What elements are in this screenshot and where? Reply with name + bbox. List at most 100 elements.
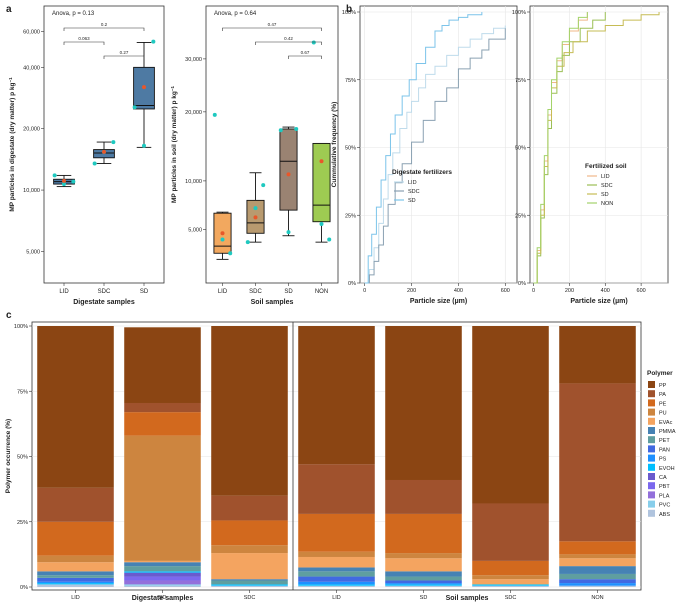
box-SDC: [245, 172, 266, 245]
legend-label-PS: PS: [659, 457, 667, 463]
x-tick-label: SDC: [98, 289, 111, 295]
bar-segment-PE: [124, 412, 201, 436]
bar-LID: [37, 326, 114, 587]
legend-label-PE: PE: [659, 401, 667, 407]
bracket-line: [63, 41, 105, 45]
bar-segment-PAN: [559, 579, 636, 584]
data-point: [245, 240, 250, 245]
box-LID: [212, 112, 233, 260]
legend-label-PAN: PAN: [659, 447, 670, 453]
data-point: [319, 221, 324, 226]
bar-segment-PMMA: [298, 567, 375, 572]
bar-segment-PLA: [124, 580, 201, 585]
bar-segment-CA: [124, 572, 201, 577]
legend-label-PET: PET: [659, 438, 670, 444]
cdf-line-NON: [533, 12, 588, 284]
box-panel-a1: 5,000 10,000 20,000 40,000 60,000 LID SDC SD 0.0…: [8, 5, 165, 306]
bar-segment-PAN: [385, 580, 462, 584]
y-tick-label: 75%: [515, 78, 526, 84]
panel-label-b: b: [346, 4, 352, 15]
data-point: [311, 40, 316, 45]
legend-swatch-EVAc: [648, 417, 655, 425]
bar-segment-PP: [298, 326, 375, 465]
bar-segment-PP: [211, 326, 288, 496]
x-tick-label: LID: [59, 289, 69, 295]
plot-frame: [529, 5, 669, 284]
x-axis-title: Digestate samples: [73, 299, 135, 306]
bar-segment-PA: [211, 495, 288, 521]
data-point: [261, 183, 266, 188]
x-tick-label: LID: [332, 595, 341, 601]
legend-label-PA: PA: [659, 392, 666, 398]
bar-segment-EVOH: [298, 584, 375, 586]
bar-segment-PMMA: [385, 571, 462, 577]
bar-segment-PE: [298, 513, 375, 552]
legend-label-PBT: PBT: [659, 484, 670, 490]
bar-segment-PP: [385, 326, 462, 480]
legend-title: Digestate fertilizers: [392, 169, 452, 176]
bar-segment-PS: [385, 583, 462, 585]
bar-segment-PE: [472, 560, 549, 576]
box-LID: [52, 173, 76, 188]
y-tick-label: 40,000: [23, 65, 40, 71]
y-tick-label: 50%: [515, 146, 526, 152]
y-tick-label: 20,000: [185, 110, 202, 116]
bar-segment-ABS: [124, 585, 201, 587]
y-axis-title: Polymer occurrence (%): [5, 419, 12, 493]
bar-SDC: [472, 326, 549, 587]
y-tick-label: 50%: [17, 455, 28, 461]
x-tick-label: SDC: [505, 595, 517, 601]
bar-segment-PU: [124, 435, 201, 561]
bar-segment-EVOH: [211, 584, 288, 586]
polymer-legend: Polymer PP PA PE PU EVAc PMMA PET PAN PS EVOH CA PBT…: [647, 370, 676, 518]
mean-marker: [286, 172, 291, 177]
bar-segment-EVAc: [211, 553, 288, 580]
bar-LID: [298, 326, 375, 587]
bar-segment-PP: [472, 326, 549, 504]
data-point: [62, 182, 66, 187]
bracket-line: [255, 41, 322, 45]
x-tick-label: 400: [601, 288, 610, 294]
bar-segment-EVAc: [37, 562, 114, 572]
mean-marker: [102, 149, 106, 154]
bar-segment-PP: [559, 326, 636, 384]
x-tick-label: SD: [140, 289, 149, 295]
legend-swatch-PLA: [648, 491, 655, 499]
group-label-soil: Soil samples: [446, 595, 489, 602]
bracket-p-value: 0.27: [120, 50, 129, 55]
bracket-p-value: 0.063: [78, 36, 90, 41]
bar-segment-EVOH: [385, 584, 462, 586]
legend-label-PLA: PLA: [659, 493, 670, 499]
bar-segment-PET: [211, 580, 288, 585]
y-tick-label: 75%: [345, 78, 356, 84]
stacked-bar-panel: 0% 25% 50% 75% 100% LID SD SDC LID SD SDC NON Digest…: [5, 321, 676, 602]
comparison-bracket: 0.27: [103, 50, 145, 59]
legend-label-EVAc: EVAc: [659, 420, 673, 426]
comparison-bracket: 0.42: [255, 36, 322, 45]
bracket-line: [288, 55, 322, 59]
mean-marker: [62, 178, 66, 183]
bar-segment-PAN: [298, 576, 375, 582]
box-iqr: [312, 142, 331, 223]
legend-swatch-CA: [648, 473, 655, 480]
legend-label-LID: LID: [601, 174, 610, 180]
bar-segment-PE: [559, 541, 636, 555]
y-tick-label: 100%: [512, 10, 526, 16]
y-tick-label: 5,000: [188, 228, 202, 234]
bar-segment-PA: [472, 503, 549, 561]
legend-swatch-PP: [648, 381, 655, 388]
bar-segment-PA: [385, 479, 462, 514]
bar-segment-PET: [559, 573, 636, 580]
x-axis-title: Soil samples: [251, 299, 294, 306]
legend-title: Polymer: [647, 370, 673, 377]
legend-swatch-ABS: [648, 509, 655, 517]
y-tick-label: 0%: [518, 281, 526, 287]
y-tick-label: 25%: [515, 213, 526, 219]
y-axis-title: MP particles in digestate (dry matter) p…: [8, 77, 17, 212]
legend-label-PVC: PVC: [659, 503, 670, 509]
box-SD: [132, 39, 156, 148]
bar-segment-PBT: [124, 576, 201, 581]
legend-swatch-PET: [648, 436, 655, 444]
x-tick-label: LID: [218, 289, 228, 295]
mean-marker: [319, 159, 324, 164]
